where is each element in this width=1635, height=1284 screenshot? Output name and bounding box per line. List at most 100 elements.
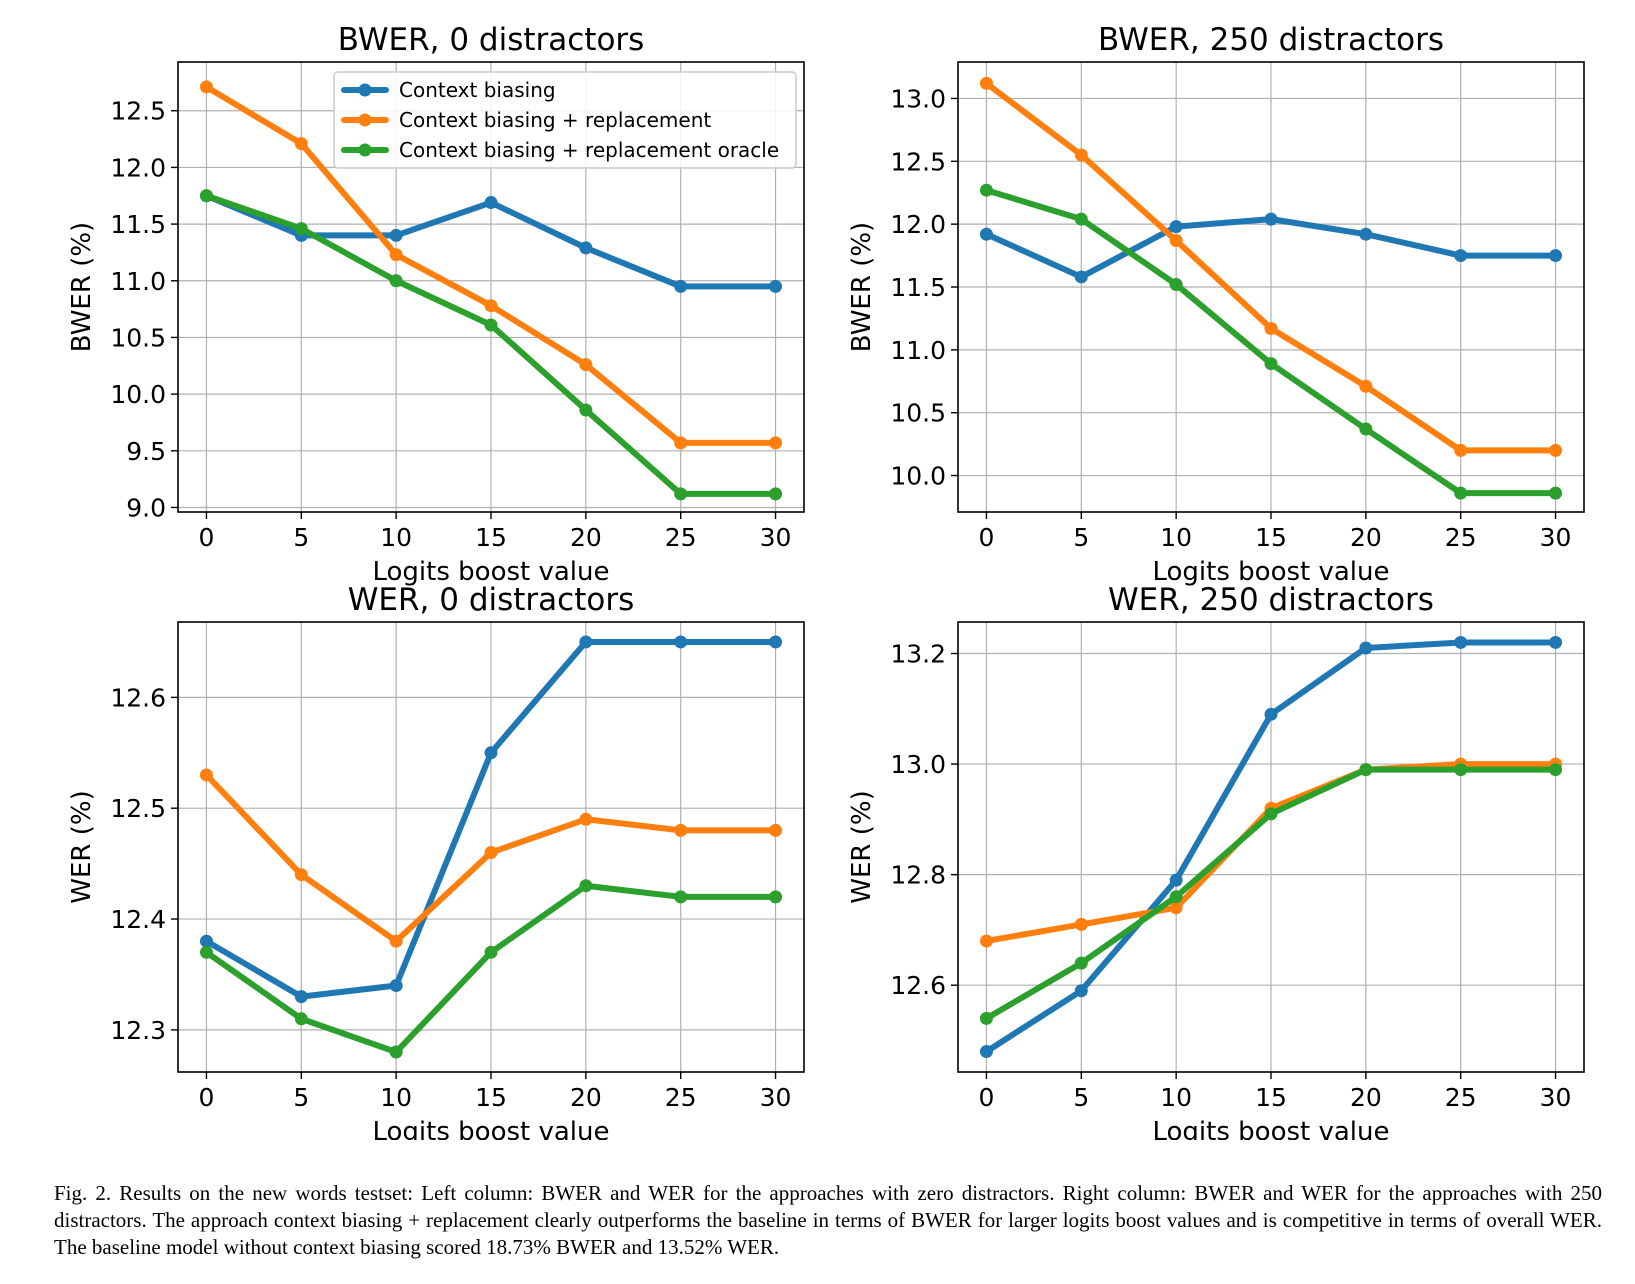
series-1	[199, 635, 783, 1004]
y-tick-label: 10.5	[110, 323, 166, 352]
data-point	[1549, 763, 1563, 777]
data-point	[979, 183, 993, 197]
grid	[178, 622, 804, 1072]
x-tick-label: 5	[1073, 1083, 1089, 1112]
data-point	[1169, 220, 1183, 234]
data-point	[1454, 486, 1468, 500]
data-point	[389, 979, 403, 993]
data-point	[1359, 641, 1373, 655]
data-point	[1359, 227, 1373, 241]
x-tick-label: 20	[570, 523, 602, 552]
data-point	[199, 189, 213, 203]
y-tick-label: 11.0	[110, 267, 166, 296]
x-tick-label: 15	[475, 1083, 507, 1112]
x-tick-label: 25	[1445, 523, 1477, 552]
y-tick-label: 10.0	[890, 462, 946, 491]
x-tick-label: 20	[1350, 523, 1382, 552]
data-point	[389, 934, 403, 948]
data-point	[1169, 233, 1183, 247]
data-point	[484, 318, 498, 332]
data-point	[1359, 422, 1373, 436]
x-tick-label: 10	[1160, 1083, 1192, 1112]
y-tick-label: 9.0	[126, 493, 166, 522]
data-point	[979, 934, 993, 948]
x-tick-label: 25	[665, 523, 697, 552]
series-2	[979, 76, 1563, 457]
figure: 0 5 10 15 20 25 30 9.0 9.5 10.0 10.5 11.0 11.5 12.0 12…	[67, 22, 1585, 1140]
y-axis-label: WER (%)	[847, 790, 877, 903]
x-axis-label: Logits boost value	[372, 557, 609, 587]
x-tick-label: 15	[1255, 523, 1287, 552]
data-point	[579, 812, 593, 826]
data-point	[579, 241, 593, 255]
data-point	[1074, 956, 1088, 970]
grid	[958, 622, 1584, 1072]
data-point	[1169, 873, 1183, 887]
y-tick-label: 9.5	[126, 437, 166, 466]
data-point	[1454, 635, 1468, 649]
y-tick-label: 11.0	[890, 336, 946, 365]
y-axis-label: BWER (%)	[67, 222, 97, 352]
y-axis-label: WER (%)	[67, 790, 97, 903]
data-point	[674, 635, 688, 649]
y-tick-label: 12.5	[110, 97, 166, 126]
data-point	[1074, 212, 1088, 226]
chart-panel-2: 0 5 10 15 20 25 30 10.0 10.5 11.0 11.5 12.0 12.5 13.0…	[847, 22, 1585, 587]
data-point	[579, 635, 593, 649]
data-point	[484, 945, 498, 959]
series-2	[199, 80, 783, 450]
data-point	[579, 879, 593, 893]
y-tick-label: 12.6	[110, 683, 166, 712]
data-point	[1549, 635, 1563, 649]
data-point	[769, 635, 783, 649]
y-tick-label: 12.8	[890, 861, 946, 890]
data-point	[1454, 443, 1468, 457]
y-tick-label: 12.4	[110, 905, 166, 934]
x-tick-label: 30	[1540, 1083, 1572, 1112]
data-point	[674, 890, 688, 904]
series-3	[199, 879, 783, 1059]
data-point	[1264, 807, 1278, 821]
data-point	[1549, 249, 1563, 263]
legend-label: Context biasing + replacement	[399, 108, 711, 132]
data-point	[1549, 486, 1563, 500]
y-tick-label: 13.0	[890, 750, 946, 779]
series-1	[979, 212, 1563, 284]
y-tick-label: 12.5	[110, 794, 166, 823]
data-point	[1074, 984, 1088, 998]
data-point	[769, 279, 783, 293]
data-point	[389, 228, 403, 242]
x-tick-label: 10	[380, 1083, 412, 1112]
data-point	[484, 196, 498, 210]
series-3	[979, 183, 1563, 500]
data-point	[199, 768, 213, 782]
y-tick-label: 12.3	[110, 1016, 166, 1045]
data-point	[484, 846, 498, 860]
x-tick-label: 0	[979, 523, 995, 552]
data-point	[294, 868, 308, 882]
x-tick-label: 10	[380, 523, 412, 552]
data-point	[674, 487, 688, 501]
data-point	[979, 76, 993, 90]
legend-entry-3: Context biasing + replacement oracle	[341, 138, 779, 162]
data-point	[674, 279, 688, 293]
series-3	[979, 763, 1563, 1025]
y-tick-label: 12.6	[890, 971, 946, 1000]
data-point	[1169, 890, 1183, 904]
x-tick-label: 25	[665, 1083, 697, 1112]
data-point	[1074, 148, 1088, 162]
y-tick-label: 10.0	[110, 380, 166, 409]
data-point	[979, 227, 993, 241]
data-point	[674, 436, 688, 450]
x-tick-label: 5	[1073, 523, 1089, 552]
x-tick-label: 10	[1160, 523, 1192, 552]
data-point	[1169, 277, 1183, 291]
data-point	[294, 137, 308, 151]
chart-title: BWER, 250 distractors	[1098, 22, 1444, 58]
data-point	[389, 248, 403, 262]
data-point	[1359, 379, 1373, 393]
x-axis-label: Logits boost value	[372, 1117, 609, 1140]
chart-title: WER, 250 distractors	[1108, 582, 1434, 618]
y-tick-label: 12.5	[890, 147, 946, 176]
x-tick-label: 15	[475, 523, 507, 552]
